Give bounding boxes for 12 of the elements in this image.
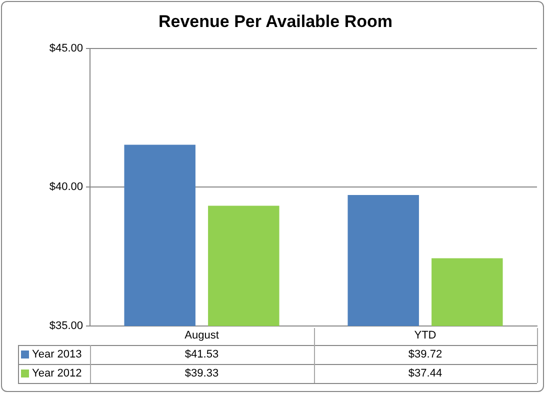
y-tick-label: $35.00 <box>49 320 83 332</box>
data-label: $39.33 <box>184 368 219 380</box>
data-label: $39.72 <box>408 348 442 361</box>
y-tick-label: $40.00 <box>49 181 83 194</box>
data-label: $37.44 <box>408 368 442 380</box>
legend-label: Year 2013 <box>32 348 82 361</box>
chart-title: Revenue Per Available Room <box>158 12 392 31</box>
x-tick-label: August <box>184 330 219 342</box>
x-tick-label: YTD <box>414 330 436 342</box>
data-label: $41.53 <box>184 348 219 361</box>
legend-label: Year 2012 <box>32 368 82 380</box>
y-tick-label: $45.00 <box>49 42 83 54</box>
